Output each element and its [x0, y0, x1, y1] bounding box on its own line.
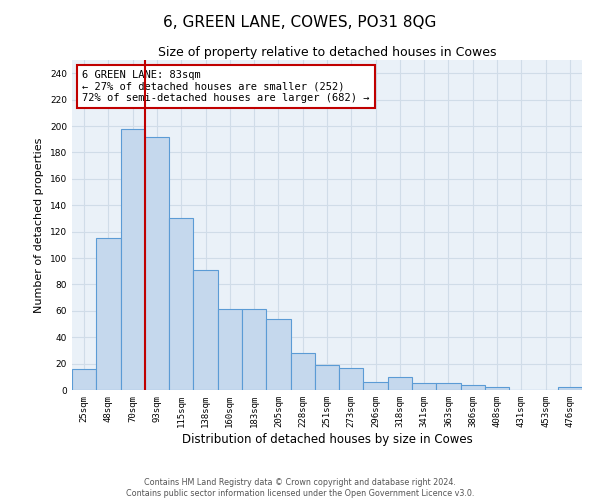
Bar — [169, 218, 193, 390]
Bar — [485, 388, 509, 390]
Bar — [290, 353, 315, 390]
Title: Size of property relative to detached houses in Cowes: Size of property relative to detached ho… — [158, 46, 496, 59]
Bar — [461, 384, 485, 390]
Bar — [315, 365, 339, 390]
Bar — [72, 369, 96, 390]
Text: 6, GREEN LANE, COWES, PO31 8QG: 6, GREEN LANE, COWES, PO31 8QG — [163, 15, 437, 30]
Bar — [412, 384, 436, 390]
X-axis label: Distribution of detached houses by size in Cowes: Distribution of detached houses by size … — [182, 432, 472, 446]
Bar — [558, 388, 582, 390]
Bar — [121, 128, 145, 390]
Bar — [218, 310, 242, 390]
Bar — [145, 136, 169, 390]
Bar — [364, 382, 388, 390]
Bar — [339, 368, 364, 390]
Bar — [242, 310, 266, 390]
Bar — [193, 270, 218, 390]
Bar — [388, 377, 412, 390]
Bar — [96, 238, 121, 390]
Y-axis label: Number of detached properties: Number of detached properties — [34, 138, 44, 312]
Text: 6 GREEN LANE: 83sqm
← 27% of detached houses are smaller (252)
72% of semi-detac: 6 GREEN LANE: 83sqm ← 27% of detached ho… — [82, 70, 370, 103]
Bar — [266, 318, 290, 390]
Text: Contains HM Land Registry data © Crown copyright and database right 2024.
Contai: Contains HM Land Registry data © Crown c… — [126, 478, 474, 498]
Bar — [436, 384, 461, 390]
